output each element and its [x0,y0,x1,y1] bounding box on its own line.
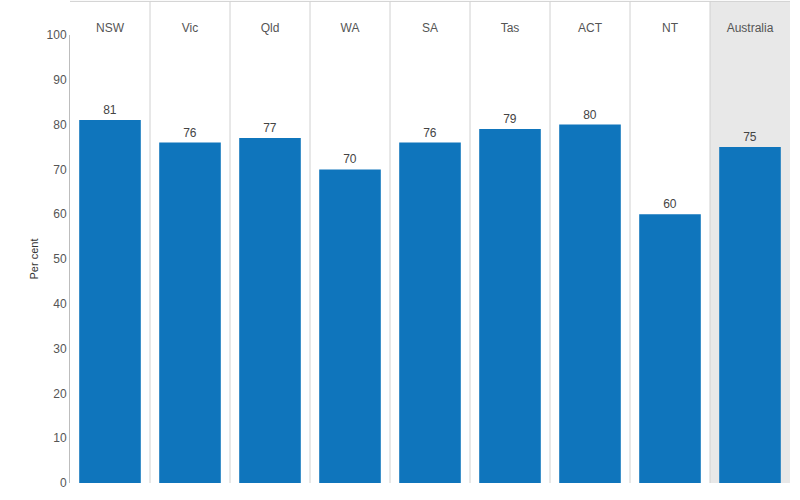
svg-text:79: 79 [503,112,517,126]
svg-text:90: 90 [53,73,67,87]
svg-text:10: 10 [53,431,67,445]
svg-text:ACT: ACT [578,21,603,35]
svg-text:76: 76 [423,126,437,140]
svg-text:80: 80 [583,108,597,122]
svg-text:70: 70 [343,152,357,166]
svg-text:Qld: Qld [261,21,280,35]
svg-text:60: 60 [53,207,67,221]
svg-text:SA: SA [422,21,438,35]
svg-text:81: 81 [103,103,117,117]
svg-text:Tas: Tas [501,21,520,35]
svg-text:Vic: Vic [182,21,198,35]
svg-text:50: 50 [53,252,67,266]
svg-text:Australia: Australia [727,21,774,35]
svg-text:0: 0 [60,476,67,490]
svg-text:80: 80 [53,118,67,132]
svg-text:30: 30 [53,342,67,356]
svg-text:60: 60 [663,197,677,211]
svg-text:Per cent: Per cent [28,239,40,280]
svg-text:40: 40 [53,297,67,311]
svg-text:20: 20 [53,387,67,401]
svg-text:77: 77 [263,121,277,135]
svg-text:WA: WA [341,21,360,35]
svg-text:76: 76 [183,126,197,140]
svg-text:75: 75 [743,130,757,144]
svg-text:NSW: NSW [96,21,125,35]
svg-text:100: 100 [47,28,67,42]
svg-text:70: 70 [53,163,67,177]
svg-text:NT: NT [662,21,679,35]
